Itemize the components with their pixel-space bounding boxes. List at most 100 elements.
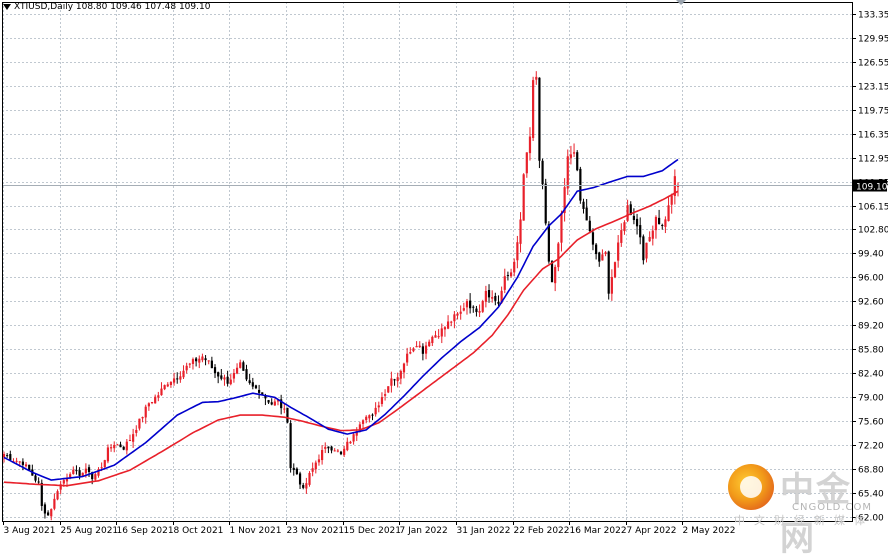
candle-body (548, 224, 550, 261)
candle-body (245, 369, 247, 379)
candle-body (595, 245, 597, 255)
candle-body (381, 397, 383, 404)
candle-body (330, 447, 332, 451)
candle-body (415, 346, 417, 347)
candle-body (173, 378, 175, 382)
plot-frame (3, 3, 853, 522)
candle-body (151, 402, 153, 403)
candle-body (642, 236, 644, 260)
candle-body (359, 424, 361, 429)
candle-body (201, 357, 203, 361)
candle-body (378, 405, 380, 407)
candle-body (116, 444, 118, 445)
candle-body (510, 272, 512, 276)
candle-body (255, 385, 257, 388)
candle-body (132, 434, 134, 442)
candle-body (315, 463, 317, 470)
x-tick-label: 15 Dec 2021 (344, 526, 402, 536)
candle-body (529, 137, 531, 154)
candle-body (463, 308, 465, 310)
candle-body (516, 242, 518, 260)
candle-body (214, 367, 216, 373)
candle-body (671, 195, 673, 204)
dropdown-triangle-icon[interactable] (3, 4, 11, 10)
candle-body (63, 480, 65, 483)
y-tick-label: 112.95 (858, 155, 888, 165)
candle-body (526, 152, 528, 173)
candle-body (101, 467, 103, 468)
candle-body (456, 313, 458, 315)
candle-body (308, 473, 310, 485)
candle-body (252, 382, 254, 386)
candle-body (428, 342, 430, 346)
candle-body (69, 474, 71, 477)
y-tick-label: 133.35 (858, 11, 888, 21)
x-tick-label: 23 Nov 2021 (287, 526, 345, 536)
candle-body (639, 225, 641, 237)
candle-body (573, 152, 575, 153)
candle-body (658, 218, 660, 224)
candle-body (211, 361, 213, 368)
candle-body (579, 169, 581, 201)
candle-body (290, 423, 292, 468)
candlestick-chart: 133.35129.95126.55123.15119.75116.35112.… (0, 0, 888, 536)
candle-body (532, 80, 534, 138)
y-tick-label: 92.60 (858, 298, 884, 308)
ma-fast-line (4, 160, 678, 481)
candle-body (299, 473, 301, 484)
candle-body (271, 402, 273, 404)
candle-body (198, 359, 200, 363)
candle-body (441, 328, 443, 336)
candle-body (179, 376, 181, 379)
y-tick-label: 96.00 (858, 274, 884, 284)
candle-body (557, 243, 559, 267)
candle-body (375, 408, 377, 414)
candle-body (485, 291, 487, 302)
candle-body (368, 415, 370, 418)
candle-body (104, 460, 106, 467)
candle-body (293, 468, 295, 470)
candle-body (620, 230, 622, 243)
candle-body (397, 377, 399, 381)
candle-body (22, 462, 24, 465)
candle-body (614, 262, 616, 277)
watermark-tagline: 中文财经新媒体 (734, 512, 874, 528)
candle-body (305, 483, 307, 488)
candle-body (507, 275, 509, 276)
x-tick-label: 22 Feb 2022 (514, 526, 570, 536)
axes: 133.35129.95126.55123.15119.75116.35112.… (3, 3, 888, 537)
candle-body (148, 403, 150, 406)
candle-body (94, 474, 96, 480)
candle-body (560, 213, 562, 243)
candle-body (554, 267, 556, 283)
y-tick-label: 116.35 (858, 131, 888, 141)
candle-body (627, 205, 629, 221)
x-tick-label: 7 Jan 2022 (400, 526, 448, 536)
candle-body (343, 449, 345, 455)
candle-body (482, 301, 484, 312)
candle-body (50, 509, 52, 516)
candle-body (535, 77, 537, 80)
candle-body (645, 243, 647, 259)
candle-body (393, 379, 395, 380)
candle-body (327, 447, 329, 449)
candle-body (296, 469, 298, 474)
candle-body (664, 219, 666, 227)
grid (2, 2, 852, 521)
candle-body (349, 442, 351, 443)
candle-body (38, 482, 40, 483)
candle-body (123, 447, 125, 450)
candle-body (450, 322, 452, 323)
candle-body (365, 417, 367, 420)
candle-body (176, 378, 178, 379)
candle-body (78, 470, 80, 476)
candle-body (422, 346, 424, 353)
candle-body (195, 358, 197, 361)
chart-shift-marker-icon[interactable] (676, 0, 686, 5)
y-tick-label: 129.95 (858, 35, 888, 45)
candle-body (434, 335, 436, 337)
candle-body (312, 468, 314, 472)
candle-body (318, 459, 320, 462)
candle-body (633, 216, 635, 220)
